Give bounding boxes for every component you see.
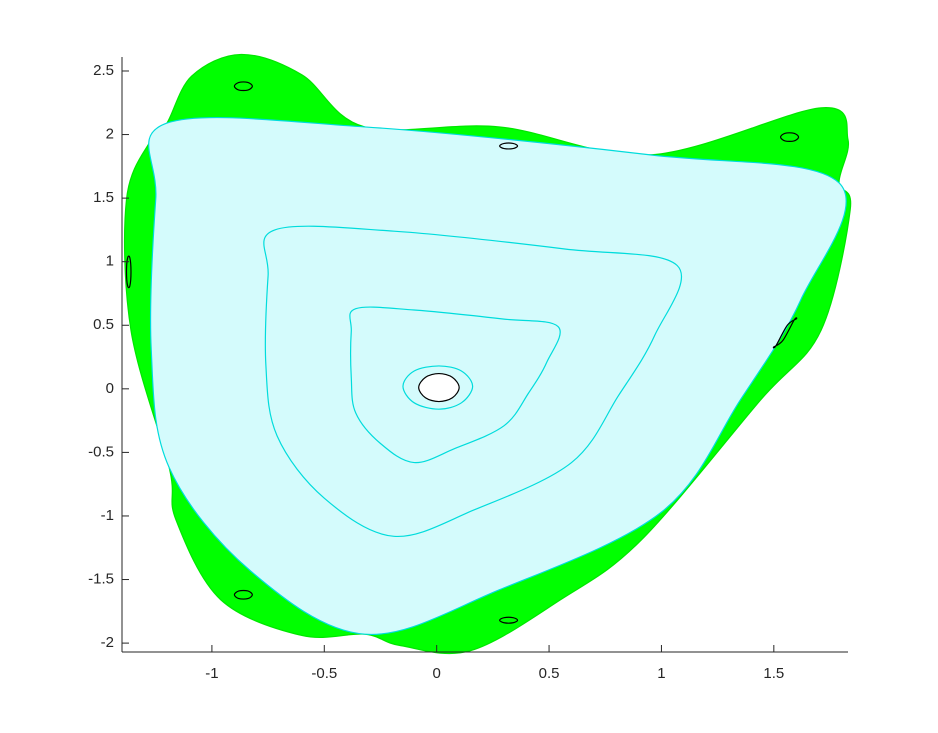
orbit	[418, 372, 460, 403]
y-tick-label: -1.5	[88, 571, 114, 588]
orbit	[148, 116, 847, 636]
orbit	[233, 589, 253, 600]
orbit	[233, 81, 253, 92]
y-tick-label: 1.5	[93, 189, 114, 206]
y-tick-label: 2	[106, 126, 114, 143]
orbit	[263, 225, 683, 537]
y-tick-label: -1	[101, 507, 114, 524]
y-tick-label: 0	[106, 380, 114, 397]
x-tick-label: -0.5	[311, 665, 337, 682]
orbit	[779, 132, 800, 142]
orbit	[125, 255, 132, 289]
x-tick-label: 1	[657, 665, 665, 682]
orbit	[349, 306, 561, 464]
orbit	[772, 317, 798, 349]
orbit	[499, 616, 519, 624]
x-tick-label: 0.5	[539, 665, 560, 682]
x-tick-label: -1	[205, 665, 218, 682]
y-tick-label: 0.5	[93, 316, 114, 333]
orbit	[499, 142, 519, 150]
y-tick-label: -2	[101, 634, 114, 651]
y-tick-label: 1	[106, 253, 114, 270]
orbit	[402, 365, 474, 410]
y-tick-label: -0.5	[88, 443, 114, 460]
x-tick-label: 1.5	[763, 665, 784, 682]
x-tick-label: 0	[433, 665, 441, 682]
y-tick-label: 2.5	[93, 62, 114, 79]
